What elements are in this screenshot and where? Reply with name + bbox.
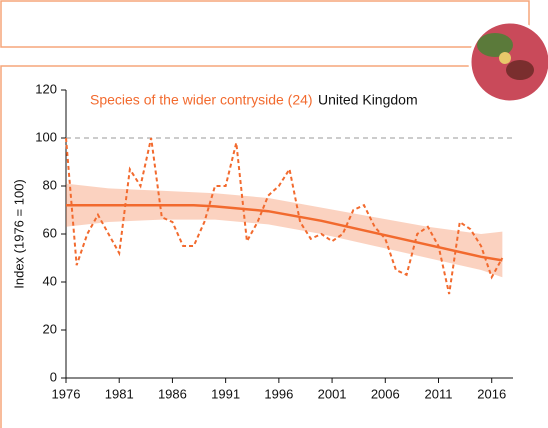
x-tick-label: 1981 [105,386,134,401]
x-tick-label: 1976 [52,386,81,401]
x-tick-label: 2016 [477,386,506,401]
x-tick-label: 1986 [158,386,187,401]
x-tick-label: 1991 [211,386,240,401]
x-tick-label: 2006 [371,386,400,401]
x-tick-label: 2001 [318,386,347,401]
trend-line [66,203,503,262]
x-tick-label: 1996 [264,386,293,401]
y-tick-label: 20 [43,321,57,336]
y-tick-label: 0 [50,369,57,384]
y-tick-label: 40 [43,273,57,288]
x-tick-label: 2011 [425,386,453,401]
y-tick-label: 60 [43,225,57,240]
butterfly-photo [468,20,548,104]
top-panel [0,0,530,48]
y-axis-label: Index (1976 = 100) [11,179,26,289]
y-tick-label: 100 [35,129,57,144]
index-line [65,137,504,295]
region-label: United Kingdom [318,92,418,108]
chart-panel [0,65,530,428]
y-tick-label: 80 [43,177,57,192]
confidence-band [66,183,503,278]
series-label: Species of the wider contryside (24) [90,92,313,108]
y-tick-label: 120 [35,81,57,96]
